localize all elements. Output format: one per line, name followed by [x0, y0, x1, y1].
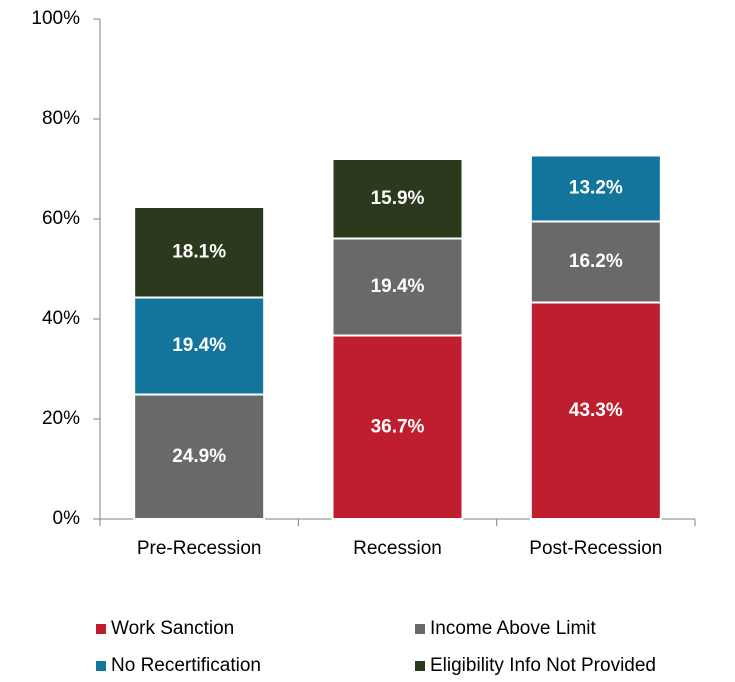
bar-segment: [331, 237, 464, 337]
data-label: 16.2%: [569, 251, 623, 272]
data-label: 13.2%: [569, 178, 623, 199]
y-tick-label: 80%: [42, 108, 80, 129]
data-label: 19.4%: [172, 335, 226, 356]
data-label: 24.9%: [172, 446, 226, 467]
x-tick-label: Pre-Recession: [137, 538, 262, 559]
bar-segment: [529, 154, 662, 223]
x-tick-label: Post-Recession: [529, 538, 662, 559]
data-label: 15.9%: [371, 188, 425, 209]
legend-label: Income Above Limit: [430, 618, 597, 639]
data-label: 18.1%: [172, 241, 226, 262]
legend-swatch: [96, 661, 106, 671]
y-tick-label: 60%: [42, 208, 80, 229]
x-tick-label: Recession: [353, 538, 442, 559]
legend-label: Work Sanction: [111, 618, 234, 639]
legend-label: Eligibility Info Not Provided: [430, 655, 656, 676]
legend-label: No Recertification: [111, 655, 261, 676]
y-tick-label: 0%: [53, 508, 81, 529]
data-label: 36.7%: [371, 416, 425, 437]
legend-swatch: [415, 661, 425, 671]
bar-segment: [529, 301, 662, 520]
data-label: 19.4%: [371, 276, 425, 297]
y-tick-label: 100%: [31, 8, 80, 29]
bar-segment: [133, 206, 266, 299]
legend-swatch: [96, 624, 106, 634]
bar-segment: [133, 393, 266, 520]
y-tick-label: 40%: [42, 308, 80, 329]
legend-swatch: [415, 624, 425, 634]
bar-segment: [331, 158, 464, 240]
data-label: 43.3%: [569, 400, 623, 421]
bar-segment: [529, 220, 662, 304]
y-tick-label: 20%: [42, 408, 80, 429]
